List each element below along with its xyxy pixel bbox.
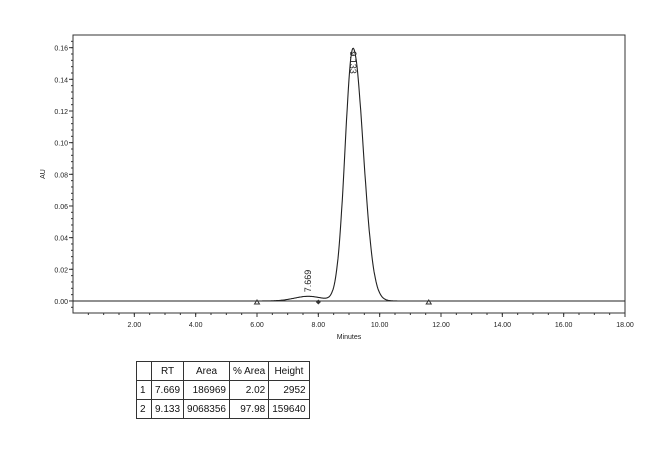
cell: 2952 (268, 380, 310, 400)
x-tick-label: 14.00 (494, 322, 512, 329)
header-rt: RT (150, 361, 185, 381)
x-axis-label: Minutes (337, 334, 362, 341)
chromatogram-trace (73, 47, 625, 302)
peak-label: 7.669 (303, 270, 313, 293)
y-tick-label: 0.02 (54, 267, 68, 274)
cell: 186969 (183, 380, 230, 400)
cell: 97.98 (228, 399, 270, 419)
x-tick-label: 12.00 (432, 322, 450, 329)
x-tick-label: 8.00 (312, 322, 326, 329)
x-tick-label: 2.00 (128, 322, 142, 329)
chromatogram: 0.00 0.02 0.04 0.06 0.08 0.10 0.12 0.14 0.16 2.00… (40, 34, 634, 341)
cell: 2 (136, 399, 152, 419)
y-tick-label: 0.10 (54, 141, 68, 148)
x-tick-label: 18.00 (616, 322, 634, 329)
y-tick-label: 0.12 (54, 109, 68, 116)
header-index (136, 361, 152, 381)
cell: 7.669 (150, 380, 185, 400)
peak-label: 9.133 (348, 51, 358, 74)
table-header-row: RT Area % Area Height (136, 361, 310, 381)
y-tick-label: 0.08 (54, 172, 68, 179)
table-row: 1 7.669 186969 2.02 2952 (136, 380, 310, 400)
table-row: 2 9.133 9068356 97.98 159640 (136, 399, 310, 419)
cell: 9068356 (183, 399, 230, 419)
header-height: Height (268, 361, 310, 381)
cell: 9.133 (150, 399, 185, 419)
peak-table: RT Area % Area Height 1 7.669 186969 2.0… (136, 361, 310, 419)
y-tick-label: 0.00 (54, 299, 68, 306)
x-tick-label: 4.00 (189, 322, 203, 329)
x-tick-label: 6.00 (250, 322, 264, 329)
integration-marker-diamond (315, 299, 321, 305)
header-area: Area (183, 361, 230, 381)
y-tick-label: 0.06 (54, 204, 68, 211)
y-axis-label: AU (40, 169, 47, 179)
y-tick-label: 0.16 (54, 46, 68, 53)
x-tick-label: 10.00 (371, 322, 389, 329)
header-pct-area: % Area (228, 361, 270, 381)
x-tick-label: 16.00 (555, 322, 573, 329)
integration-marker-triangle (425, 299, 433, 305)
y-tick-label: 0.04 (54, 236, 68, 243)
cell: 2.02 (228, 380, 270, 400)
cell: 159640 (268, 399, 310, 419)
integration-marker-triangle (253, 299, 261, 305)
cell: 1 (136, 380, 152, 400)
y-tick-label: 0.14 (54, 77, 68, 84)
